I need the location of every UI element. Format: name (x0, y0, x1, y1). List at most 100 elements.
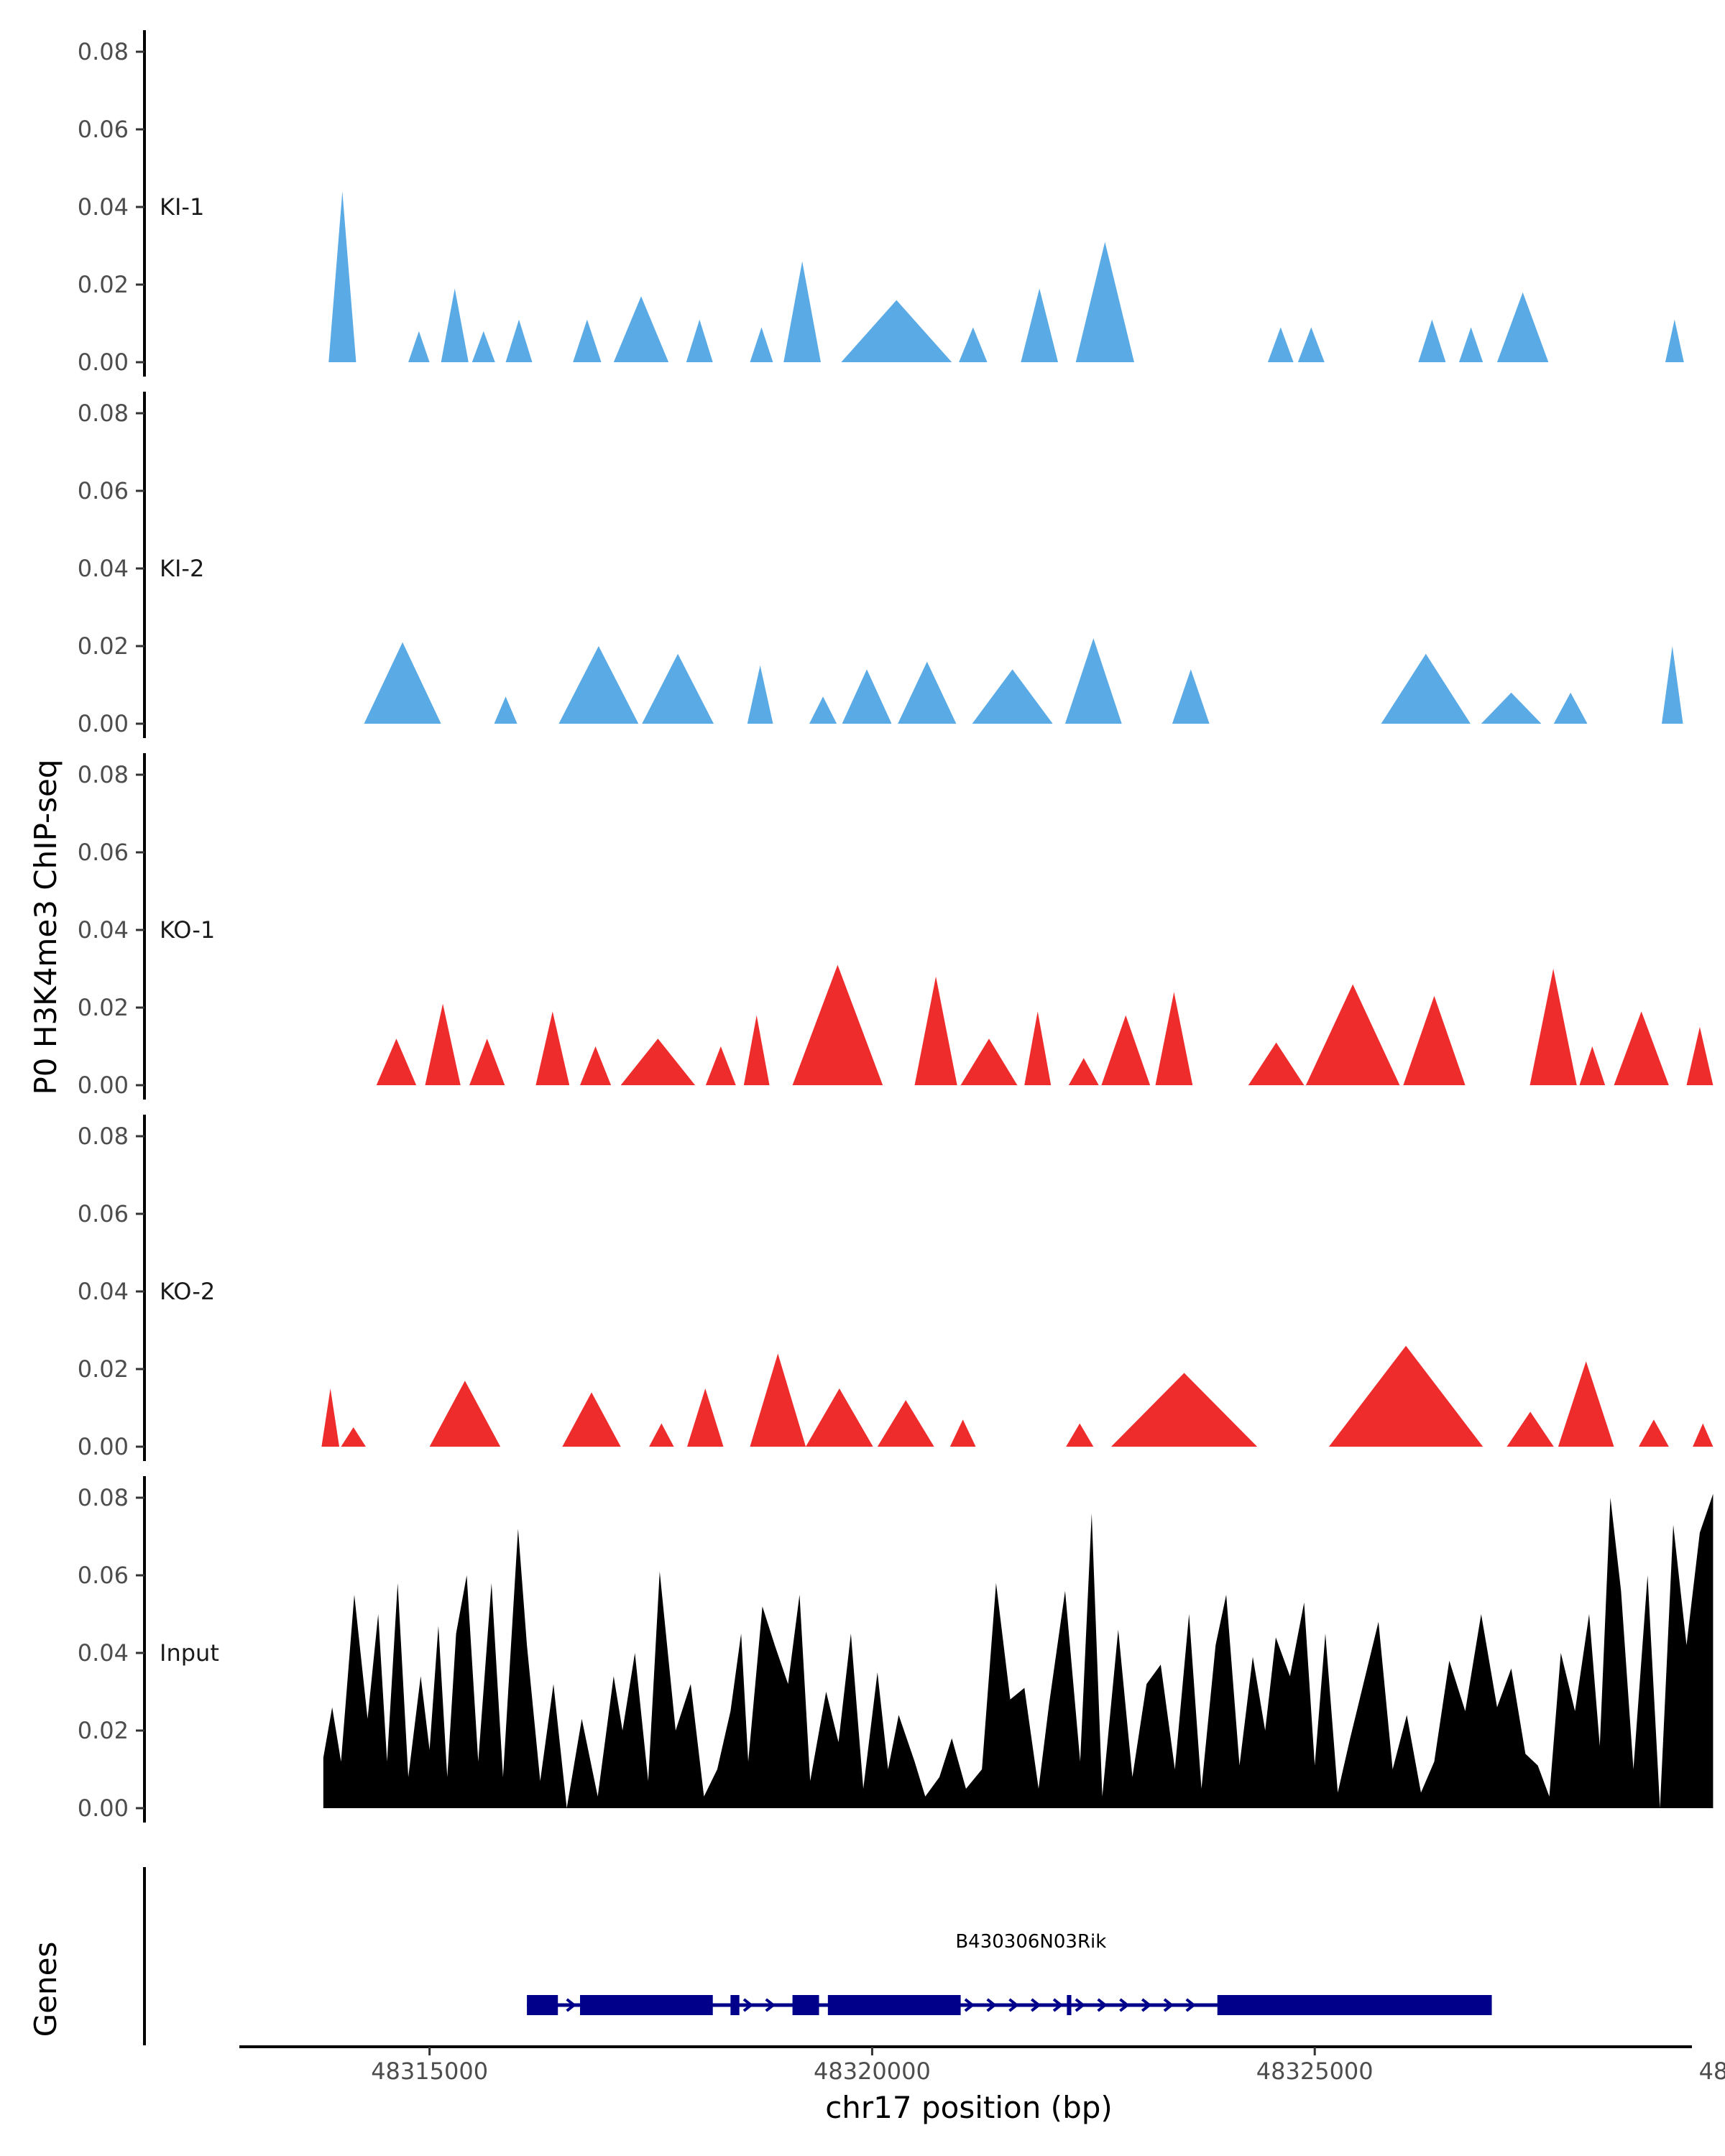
y-tick-label: 0.08 (78, 1123, 129, 1150)
signal-peak (1638, 1419, 1669, 1447)
signal-peak (558, 646, 639, 724)
y-tick-label: 0.00 (78, 1433, 129, 1460)
signal-peak (1021, 288, 1059, 362)
y-tick-label: 0.02 (78, 1717, 129, 1744)
y-tick-label: 0.08 (78, 1484, 129, 1511)
signal-peak (620, 1038, 696, 1085)
y-tick-label: 0.04 (78, 1278, 129, 1305)
signal-peak (1530, 969, 1577, 1085)
signal-peak (1297, 327, 1325, 362)
signal-peak (914, 976, 957, 1085)
x-tick-label: 48320000 (814, 2058, 931, 2085)
signal-peak (580, 1046, 612, 1085)
signal-peak (1418, 319, 1446, 362)
track-ko-1: 0.00 0.02 0.04 0.06 0.08 KO-1 (78, 753, 1714, 1100)
signal-peak (613, 296, 669, 362)
signal-peak (472, 331, 495, 362)
signal-peak (364, 642, 441, 724)
signal-peak (1496, 292, 1549, 362)
signal-peak (686, 319, 713, 362)
y-tick-label: 0.06 (78, 1562, 129, 1589)
strand-arrow (566, 1998, 576, 2012)
signal-peak (1064, 638, 1122, 724)
strand-arrow (742, 1998, 754, 2012)
strand-arrow (1163, 1998, 1174, 2012)
signal-peak (959, 327, 988, 362)
gene-exon (527, 1995, 558, 2015)
signal-peak (806, 1388, 873, 1447)
signal-peak (469, 1038, 505, 1085)
signal-peak (408, 331, 430, 362)
y-tick-label: 0.00 (78, 710, 129, 737)
signal-peak (562, 1392, 621, 1447)
signal-peak (972, 669, 1053, 724)
signal-peak (425, 1003, 461, 1085)
track-label: KO-2 (160, 1278, 215, 1305)
signal-peak (649, 1423, 674, 1447)
strand-arrow (964, 1998, 975, 2012)
signal-peak (1661, 646, 1683, 724)
signal-peak (1248, 1042, 1305, 1085)
signal-peak (792, 964, 883, 1085)
signal-peak (1075, 241, 1134, 362)
signal-peak (949, 1419, 976, 1447)
track-input: 0.00 0.02 0.04 0.06 0.08 Input (78, 1476, 1714, 1823)
y-tick-label: 0.00 (78, 1072, 129, 1099)
signal-peak (1110, 1373, 1258, 1447)
signal-peak (328, 191, 356, 362)
y-tick-label: 0.06 (78, 1200, 129, 1227)
signal-peak (1101, 1015, 1151, 1085)
signal-peak (898, 661, 957, 724)
signal-peak (1481, 692, 1542, 724)
signal-peak (1024, 1011, 1052, 1085)
signal-peak (494, 696, 518, 724)
y-tick-label: 0.00 (78, 1795, 129, 1822)
x-axis: 48315000 48320000 48325000 48330000 (239, 2045, 1725, 2085)
gene-exon (580, 1995, 713, 2015)
y-tick-label: 0.08 (78, 38, 129, 65)
signal-peak (809, 696, 837, 724)
signal-peak (1305, 984, 1400, 1085)
track-ko-2: 0.00 0.02 0.04 0.06 0.08 KO-2 (78, 1115, 1714, 1461)
strand-arrow (1185, 1998, 1196, 2012)
signal-peak (321, 1388, 340, 1447)
signal-peak (877, 1400, 934, 1447)
signal-peak (747, 665, 773, 724)
signal-peak (1579, 1046, 1606, 1085)
track-ki-2: 0.00 0.02 0.04 0.06 0.08 KI-2 (78, 392, 1683, 738)
genes-layer: B430306N03Rik (143, 1867, 1492, 2045)
strand-arrow (1031, 1998, 1041, 2012)
signal-peak (783, 261, 821, 362)
signal-peak (1155, 992, 1193, 1085)
signal-peak (687, 1388, 724, 1447)
y-tick-label: 0.06 (78, 116, 129, 143)
signal-peak (1066, 1423, 1094, 1447)
y-tick-label: 0.08 (78, 400, 129, 427)
gene-exon (792, 1995, 819, 2015)
signal-peak (750, 1353, 806, 1447)
x-tick-label: 48325000 (1256, 2058, 1374, 2085)
track-label: Input (160, 1639, 219, 1667)
gene-exon (1217, 1995, 1492, 2015)
y-tick-label: 0.04 (78, 916, 129, 944)
signal-peak (960, 1038, 1018, 1085)
signal-peak (1614, 1011, 1669, 1085)
signal-peak (505, 319, 533, 362)
y-tick-label: 0.02 (78, 271, 129, 298)
signal-peak (1686, 1027, 1714, 1085)
signal-peak (743, 1015, 770, 1085)
signal-peak (1403, 995, 1466, 1085)
strand-arrow (1052, 1998, 1064, 2012)
track-ki-1: 0.00 0.02 0.04 0.06 0.08 KI-1 (78, 30, 1684, 377)
signal-peak (842, 669, 892, 724)
signal-peak (429, 1381, 501, 1447)
y-tick-label: 0.04 (78, 193, 129, 221)
x-tick-label: 48330000 (1699, 2058, 1725, 2085)
signal-peak (535, 1011, 570, 1085)
signal-peak (1458, 327, 1484, 362)
strand-arrow (1119, 1998, 1130, 2012)
signal-peak (376, 1038, 417, 1085)
strand-arrow (1097, 1998, 1108, 2012)
signal-peak (642, 653, 714, 724)
